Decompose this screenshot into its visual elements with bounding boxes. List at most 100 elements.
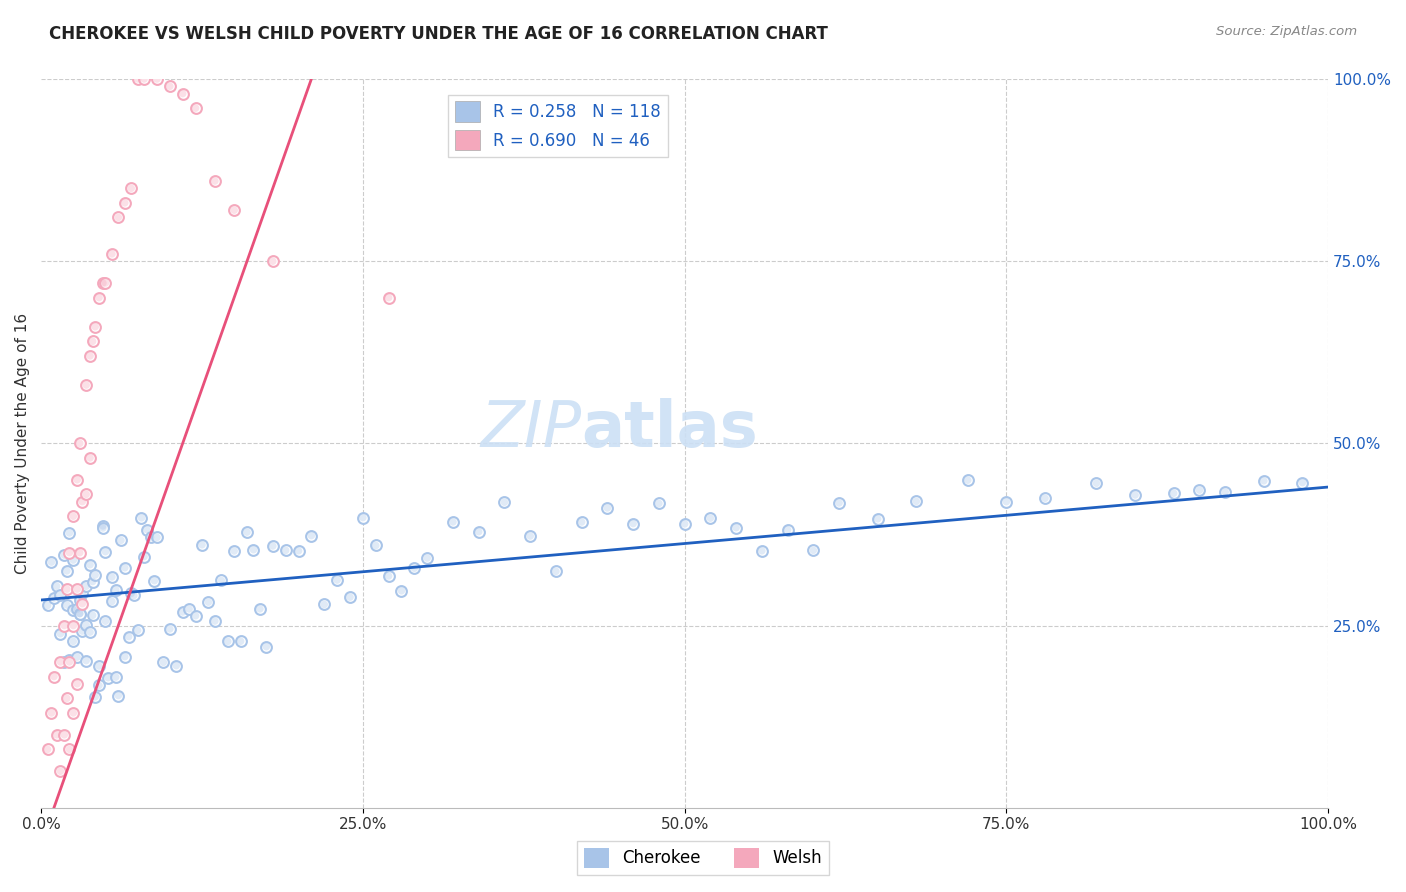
Point bbox=[352, 510, 374, 524]
Point bbox=[139, 530, 162, 544]
Point bbox=[673, 516, 696, 531]
Point bbox=[621, 516, 644, 531]
Point bbox=[84, 568, 107, 582]
Point bbox=[91, 519, 114, 533]
Point bbox=[905, 494, 928, 508]
Point bbox=[1123, 488, 1146, 502]
Point bbox=[41, 555, 63, 569]
Point bbox=[995, 494, 1018, 508]
Point bbox=[56, 564, 79, 578]
Point bbox=[107, 211, 129, 225]
Point bbox=[377, 569, 399, 583]
Point bbox=[79, 349, 101, 363]
Point bbox=[262, 254, 284, 268]
Point bbox=[72, 597, 94, 611]
Point bbox=[62, 602, 84, 616]
Point bbox=[69, 436, 91, 450]
Point bbox=[87, 678, 110, 692]
Point bbox=[146, 72, 169, 87]
Point bbox=[1213, 485, 1236, 500]
Point bbox=[209, 574, 232, 588]
Point bbox=[172, 605, 194, 619]
Point bbox=[217, 634, 239, 648]
Point bbox=[79, 450, 101, 465]
Point bbox=[404, 561, 426, 575]
Point bbox=[391, 583, 413, 598]
Point bbox=[132, 549, 155, 564]
Point bbox=[120, 586, 142, 600]
Point bbox=[84, 319, 107, 334]
Point bbox=[801, 543, 824, 558]
Point bbox=[49, 626, 72, 640]
Point bbox=[114, 195, 136, 210]
Point bbox=[69, 607, 91, 621]
Point bbox=[114, 560, 136, 574]
Point bbox=[120, 586, 142, 600]
Point bbox=[120, 181, 142, 195]
Point bbox=[956, 473, 979, 487]
Point bbox=[249, 602, 271, 616]
Point bbox=[416, 551, 439, 566]
Point bbox=[262, 254, 284, 268]
Point bbox=[72, 624, 94, 639]
Point bbox=[56, 582, 79, 596]
Point bbox=[364, 539, 387, 553]
Point bbox=[82, 334, 104, 349]
Point bbox=[62, 509, 84, 524]
Point bbox=[117, 630, 139, 644]
Point bbox=[287, 544, 309, 558]
Point bbox=[648, 496, 671, 510]
Point bbox=[1085, 476, 1108, 491]
Point bbox=[165, 658, 187, 673]
Point bbox=[135, 523, 157, 537]
Point bbox=[66, 602, 89, 616]
Point bbox=[58, 525, 80, 540]
Point bbox=[132, 72, 155, 87]
Point bbox=[66, 582, 89, 596]
Point bbox=[146, 72, 169, 87]
Point bbox=[42, 669, 65, 683]
Point bbox=[84, 690, 107, 704]
Point bbox=[75, 579, 97, 593]
Point bbox=[58, 742, 80, 756]
Point bbox=[94, 614, 117, 628]
Point bbox=[104, 670, 127, 684]
Point bbox=[725, 521, 748, 535]
Text: CHEROKEE VS WELSH CHILD POVERTY UNDER THE AGE OF 16 CORRELATION CHART: CHEROKEE VS WELSH CHILD POVERTY UNDER TH… bbox=[49, 25, 828, 43]
Point bbox=[87, 659, 110, 673]
Point bbox=[53, 728, 76, 742]
Y-axis label: Child Poverty Under the Age of 16: Child Poverty Under the Age of 16 bbox=[15, 313, 30, 574]
Point bbox=[58, 546, 80, 560]
Point bbox=[494, 495, 516, 509]
Point bbox=[58, 652, 80, 666]
Point bbox=[72, 624, 94, 639]
Point bbox=[49, 626, 72, 640]
Point bbox=[45, 728, 67, 742]
Point bbox=[101, 247, 124, 261]
Point bbox=[49, 655, 72, 669]
Point bbox=[62, 634, 84, 648]
Point bbox=[725, 521, 748, 535]
Point bbox=[45, 728, 67, 742]
Point bbox=[94, 544, 117, 558]
Point bbox=[87, 291, 110, 305]
Point bbox=[519, 529, 541, 543]
Point bbox=[866, 512, 889, 526]
Point bbox=[53, 618, 76, 632]
Point bbox=[494, 495, 516, 509]
Point bbox=[544, 564, 567, 578]
Point bbox=[172, 87, 194, 101]
Point bbox=[45, 579, 67, 593]
Point bbox=[1163, 486, 1185, 500]
Point bbox=[776, 523, 799, 537]
Point bbox=[62, 602, 84, 616]
Point bbox=[242, 542, 264, 557]
Point bbox=[596, 500, 619, 515]
Point bbox=[53, 728, 76, 742]
Point bbox=[262, 539, 284, 553]
Point bbox=[79, 558, 101, 572]
Point bbox=[42, 591, 65, 605]
Point bbox=[117, 630, 139, 644]
Point bbox=[101, 247, 124, 261]
Point bbox=[53, 548, 76, 562]
